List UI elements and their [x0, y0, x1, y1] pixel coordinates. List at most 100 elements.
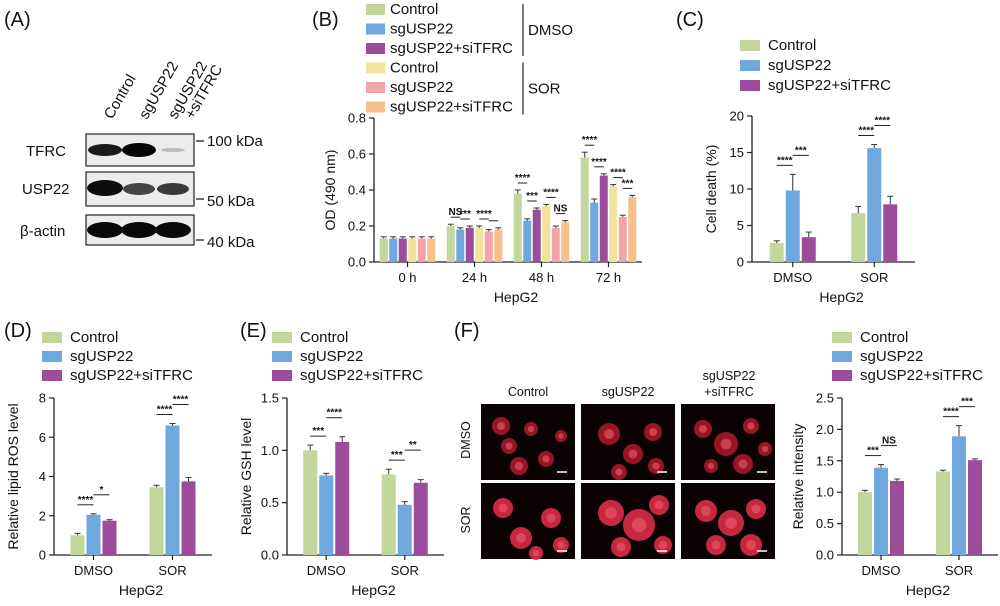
- chart-d: 0 2 4 6 8 Relative lipid ROS level DMSO SOR HepG…: [5, 391, 212, 598]
- band-actin-2: [121, 222, 157, 238]
- legend-swatch: [740, 60, 760, 71]
- y-axis-title: OD (490 nm): [322, 150, 338, 231]
- significance-label: NS: [554, 204, 568, 215]
- cell-nucleus: [707, 462, 715, 470]
- bar: [408, 238, 417, 262]
- y-tick-label: 1.5: [816, 453, 834, 468]
- legend-e: Control sgUSP22 sgUSP22+siTFRC: [272, 329, 423, 384]
- legend-swatch: [366, 43, 385, 54]
- cell-nucleus: [605, 507, 617, 519]
- image-row-dmso: DMSO: [459, 421, 473, 459]
- bar: [381, 474, 396, 555]
- bar: [413, 482, 428, 555]
- bar: [335, 441, 350, 555]
- bar: [551, 227, 560, 262]
- cell-nucleus: [761, 445, 769, 453]
- cell-nucleus: [746, 540, 756, 550]
- x-tick-label: SOR: [158, 563, 186, 578]
- image-row-sor: SOR: [459, 506, 473, 533]
- lane-label-control: Control: [101, 72, 140, 122]
- cell-nucleus: [532, 549, 540, 557]
- legend-swatch: [42, 351, 62, 362]
- western-blot: Control sgUSP22 sgUSP22 +siTFRC TFRC 100…: [20, 59, 264, 251]
- bar: [86, 514, 101, 555]
- legend-label: Control: [390, 60, 438, 77]
- y-tick-label: 10: [730, 182, 744, 197]
- bar: [599, 175, 608, 262]
- bar: [475, 227, 484, 262]
- cell-nucleus: [616, 542, 626, 552]
- y-tick-label: 0.6: [348, 147, 366, 162]
- image-col-control: Control: [508, 385, 548, 399]
- legend-label: Control: [768, 37, 816, 54]
- significance-label: ***: [391, 450, 403, 461]
- cell-nucleus: [725, 517, 737, 529]
- panel-label-a: (A): [4, 9, 31, 31]
- x-tick-label: 48 h: [529, 270, 554, 285]
- legend-c: Control sgUSP22 sgUSP22+siTFRC: [740, 37, 891, 94]
- significance-label: ***: [961, 397, 973, 408]
- bar: [456, 229, 465, 262]
- bar: [494, 229, 503, 262]
- band-tfrc-1: [88, 144, 122, 156]
- bar: [874, 467, 888, 555]
- significance-label: ****: [78, 495, 94, 506]
- cell-nucleus: [628, 449, 638, 459]
- cell-nucleus: [654, 500, 664, 510]
- x-axis-title: HepG2: [906, 582, 951, 598]
- legend-swatch: [42, 370, 62, 381]
- significance-label: ***: [459, 209, 471, 220]
- cell-nucleus: [505, 442, 513, 450]
- bar: [851, 213, 866, 262]
- cell-nucleus: [558, 433, 564, 439]
- bar: [952, 436, 966, 555]
- x-axis-title: HepG2: [119, 582, 164, 598]
- bar: [785, 190, 800, 262]
- legend-b: Control sgUSP22 sgUSP22+siTFRC DMSO Control s…: [366, 1, 573, 116]
- cell-nucleus: [738, 459, 748, 469]
- y-tick-label: 2.0: [816, 422, 834, 437]
- x-tick-label: SOR: [945, 563, 973, 578]
- chart-b: 0.0 0.2 0.4 0.6 0.8 OD (490 nm) 0 h 24 h 48 h 72 …: [322, 111, 642, 305]
- x-tick-label: SOR: [860, 270, 888, 285]
- legend-label: Control: [860, 329, 908, 346]
- legend-swatch: [832, 332, 852, 343]
- bar: [801, 237, 816, 262]
- panel-label-d: (D): [4, 320, 32, 342]
- cell-nucleus: [546, 513, 556, 523]
- band-actin-3: [155, 222, 191, 238]
- y-tick-label: 0.0: [261, 548, 279, 563]
- image-col-sgusp22-sitfrc-2: +siTFRC: [704, 385, 754, 399]
- cell-nucleus: [652, 462, 660, 470]
- x-tick-label: 72 h: [596, 270, 621, 285]
- significance-label: ***: [312, 426, 324, 437]
- x-axis-title: HepG2: [351, 582, 396, 598]
- y-axis-title: Relative GSH level: [238, 418, 254, 536]
- legend-label: sgUSP22: [390, 21, 453, 38]
- legend-swatch: [366, 4, 385, 15]
- legend-f: Control sgUSP22 sgUSP22+siTFRC: [832, 329, 983, 384]
- significance-label: ****: [591, 157, 607, 168]
- legend-label: sgUSP22+siTFRC: [390, 40, 513, 57]
- panel-label-e: (E): [240, 320, 267, 342]
- bar: [858, 492, 872, 555]
- legend-swatch: [366, 82, 385, 93]
- significance-label: ****: [476, 209, 492, 220]
- legend-label: sgUSP22: [300, 348, 363, 365]
- x-tick-label: DMSO: [773, 270, 812, 285]
- significance-label: NS: [882, 436, 896, 447]
- bar: [580, 157, 589, 262]
- significance-label: NS: [449, 207, 463, 218]
- cell-nucleus: [557, 541, 565, 549]
- significance-label: ****: [874, 115, 890, 126]
- significance-label: ****: [610, 168, 626, 179]
- image-col-sgusp22: sgUSP22: [602, 385, 655, 399]
- bar: [532, 209, 541, 262]
- cell-nucleus: [720, 438, 732, 450]
- legend-label: Control: [70, 329, 118, 346]
- y-tick-label: 0.5: [261, 495, 279, 510]
- bar: [769, 243, 784, 262]
- bar: [397, 504, 412, 555]
- y-tick-label: 20: [730, 109, 744, 124]
